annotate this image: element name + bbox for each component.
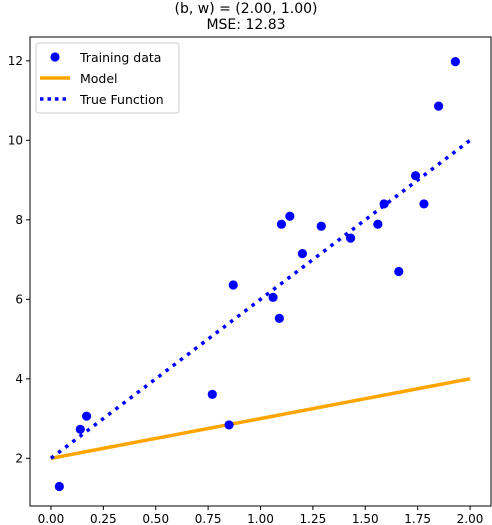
data-point	[268, 292, 278, 302]
legend: Training data Model True Function	[35, 42, 180, 114]
chart-title: (b, w) = (2.00, 1.00)	[174, 1, 318, 17]
data-point	[81, 411, 92, 421]
data-point	[434, 101, 444, 111]
data-point	[297, 249, 308, 259]
legend-label: True Function	[79, 92, 164, 107]
x-tick-label: 1.00	[247, 512, 274, 525]
x-tick-label: 0.50	[142, 512, 169, 525]
y-tick-label: 10	[8, 133, 23, 147]
data-point	[274, 313, 284, 323]
plot-background	[30, 37, 491, 506]
data-point	[373, 219, 383, 229]
data-point	[276, 219, 287, 229]
y-tick-label: 8	[15, 213, 23, 227]
data-point	[54, 481, 64, 492]
legend-box	[35, 42, 180, 114]
axes: 0.00 0.25 0.50 0.75 1.00 1.25 1.50 1.75 2.00 2 4 6 8…	[8, 36, 492, 525]
data-point	[224, 420, 234, 430]
x-tick-label: 1.50	[352, 512, 379, 525]
data-point	[228, 280, 238, 290]
lines-layer	[49, 138, 472, 461]
plot-area	[30, 37, 491, 506]
data-point	[75, 424, 85, 434]
x-tick-label: 0.00	[38, 512, 65, 525]
legend-marker-training-data	[50, 52, 60, 62]
series-line-model	[50, 377, 471, 461]
series-line-true-function	[49, 138, 472, 460]
data-point	[394, 266, 404, 277]
data-point	[450, 57, 460, 67]
data-point	[316, 221, 326, 231]
x-tick-label: 2.00	[457, 512, 484, 525]
y-tick-label: 12	[8, 54, 23, 68]
chart-subtitle: MSE: 12.83	[206, 17, 286, 33]
y-tick-label: 2	[15, 451, 23, 465]
y-tick-label: 6	[15, 292, 23, 306]
x-tick-label: 1.75	[404, 512, 431, 525]
data-point	[379, 199, 389, 209]
x-tick-label: 0.25	[90, 512, 117, 525]
data-point	[410, 171, 421, 181]
x-tick-label: 0.75	[195, 512, 222, 525]
data-point	[285, 211, 295, 221]
points-layer	[54, 57, 460, 492]
data-point	[346, 233, 356, 243]
data-point	[419, 199, 429, 209]
data-point	[207, 389, 217, 399]
legend-label: Training data	[79, 50, 161, 65]
y-tick-label: 4	[15, 372, 23, 386]
x-tick-label: 1.25	[300, 512, 327, 525]
legend-label: Model	[80, 71, 118, 86]
